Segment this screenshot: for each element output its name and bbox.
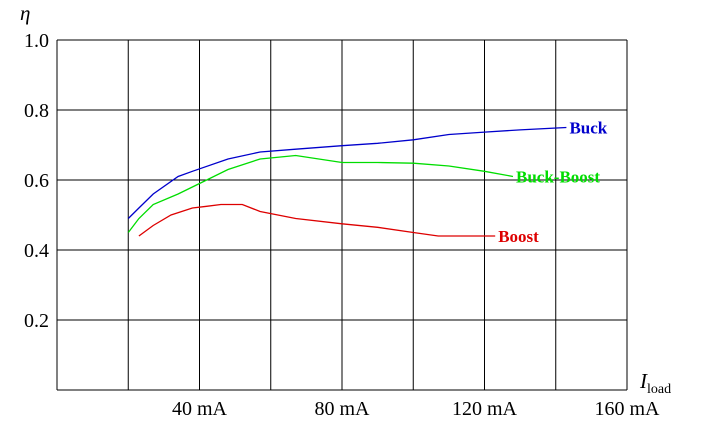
series-line-boost — [138, 203, 496, 237]
y-tick-label: 0.4 — [24, 240, 49, 262]
x-tick-labels: 40 mA 80 mA 120 mA 160 mA — [172, 398, 660, 420]
y-tick-label: 0.2 — [24, 310, 49, 332]
y-tick-label: 1.0 — [24, 30, 49, 52]
x-tick-label: 40 mA — [172, 398, 228, 420]
axes — [56, 40, 627, 391]
x-axis-label-main: I — [639, 369, 648, 393]
y-tick-labels: 0.2 0.4 0.6 0.8 1.0 — [24, 30, 49, 332]
x-tick-label: 120 mA — [452, 398, 518, 420]
y-tick-label: 0.6 — [24, 170, 49, 192]
series-label-buck: Buck — [569, 119, 607, 138]
x-axis-label: Iload — [639, 369, 671, 397]
series-line-buck-boost — [127, 154, 514, 233]
y-axis-label: η — [20, 1, 30, 25]
grid — [57, 39, 628, 390]
series-labels: Buck Buck-Boost Boost — [498, 119, 608, 247]
series-label-boost: Boost — [498, 227, 539, 246]
y-tick-label: 0.8 — [24, 100, 49, 122]
x-tick-label: 80 mA — [315, 398, 371, 420]
series-label-buck-boost: Buck-Boost — [516, 168, 600, 187]
series-lines — [127, 126, 567, 237]
x-tick-label: 160 mA — [595, 398, 661, 420]
x-axis-label-sub: load — [647, 382, 671, 397]
series-line-buck — [127, 126, 567, 219]
